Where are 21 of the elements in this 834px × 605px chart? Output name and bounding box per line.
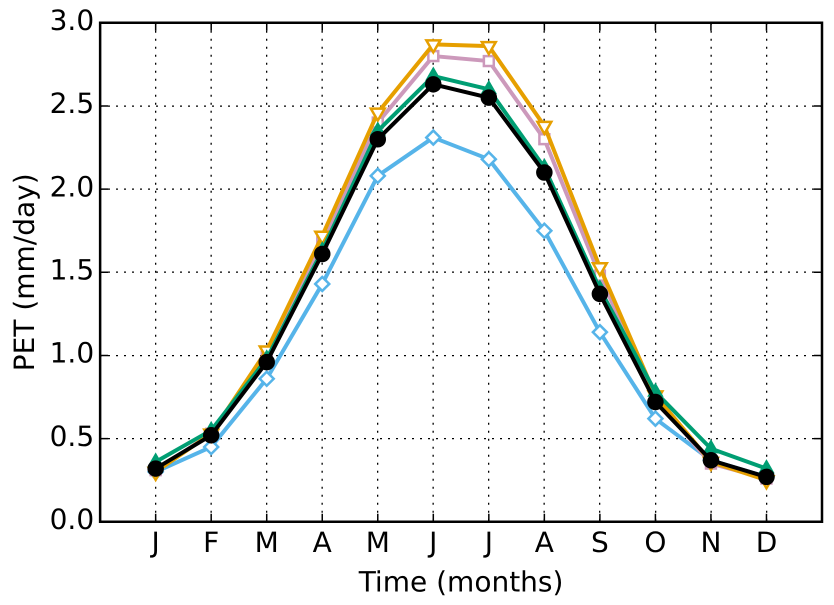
x-tick-label: O xyxy=(644,526,666,559)
x-tick-label: A xyxy=(312,526,332,559)
y-tick-label: 0.5 xyxy=(50,420,94,453)
x-tick-label: F xyxy=(203,526,220,559)
y-tick-label: 3.0 xyxy=(50,4,94,38)
y-tick-label: 0.0 xyxy=(50,503,94,536)
y-tick-label: 1.0 xyxy=(50,336,94,370)
y-tick-label: 1.5 xyxy=(50,254,94,287)
x-tick-label: D xyxy=(756,526,778,559)
x-tick-label: J xyxy=(150,526,160,559)
x-axis-title: Time (months) xyxy=(358,565,564,598)
y-axis-title: PET (mm/day) xyxy=(8,173,42,372)
x-tick-label: M xyxy=(366,526,390,559)
x-tick-label: J xyxy=(482,526,493,559)
x-tick-label: A xyxy=(534,526,554,559)
x-tick-label: M xyxy=(254,526,279,559)
y-tick-label: 2.0 xyxy=(50,170,94,204)
x-tick-label: J xyxy=(427,526,438,559)
x-tick-label: S xyxy=(590,526,609,559)
y-tick-label: 2.5 xyxy=(50,87,94,120)
x-tick-label: N xyxy=(700,526,722,559)
